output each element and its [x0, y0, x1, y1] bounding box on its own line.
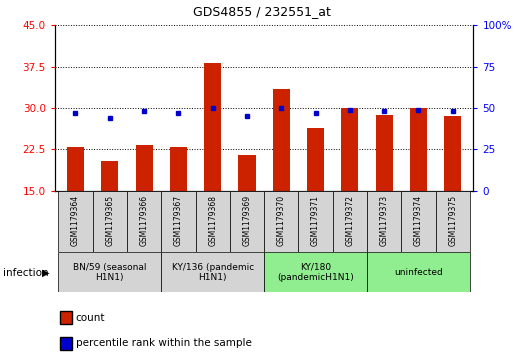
Bar	[170, 147, 187, 191]
Bar	[272, 89, 290, 191]
Text: ▶: ▶	[42, 268, 50, 278]
Text: BN/59 (seasonal
H1N1): BN/59 (seasonal H1N1)	[73, 262, 146, 282]
Bar	[333, 191, 367, 252]
Bar	[376, 115, 393, 191]
Bar	[401, 191, 436, 252]
Text: GSM1179373: GSM1179373	[380, 195, 389, 246]
Text: GDS4855 / 232551_at: GDS4855 / 232551_at	[192, 5, 331, 19]
Bar	[264, 252, 367, 292]
Bar	[367, 252, 470, 292]
Text: GSM1179368: GSM1179368	[208, 195, 217, 246]
Text: infection: infection	[3, 268, 48, 278]
Text: GSM1179366: GSM1179366	[140, 195, 149, 246]
Bar	[135, 146, 153, 191]
Text: uninfected: uninfected	[394, 268, 443, 277]
Text: GSM1179372: GSM1179372	[345, 195, 355, 246]
Text: GSM1179364: GSM1179364	[71, 195, 80, 246]
Bar	[127, 191, 161, 252]
Bar	[67, 147, 84, 191]
Bar	[101, 162, 118, 191]
Bar	[264, 191, 299, 252]
Bar	[196, 191, 230, 252]
Text: GSM1179371: GSM1179371	[311, 195, 320, 246]
Bar	[238, 155, 256, 191]
Bar	[230, 191, 264, 252]
Text: KY/136 (pandemic
H1N1): KY/136 (pandemic H1N1)	[172, 262, 254, 282]
Text: GSM1179367: GSM1179367	[174, 195, 183, 246]
Text: GSM1179365: GSM1179365	[105, 195, 115, 246]
Text: percentile rank within the sample: percentile rank within the sample	[76, 338, 252, 348]
Bar	[444, 116, 461, 191]
Text: GSM1179370: GSM1179370	[277, 195, 286, 246]
Text: KY/180
(pandemicH1N1): KY/180 (pandemicH1N1)	[277, 262, 354, 282]
Bar	[299, 191, 333, 252]
Text: GSM1179369: GSM1179369	[243, 195, 252, 246]
Bar	[93, 191, 127, 252]
Bar	[59, 252, 161, 292]
Bar	[204, 63, 221, 191]
Bar	[342, 108, 358, 191]
Text: count: count	[76, 313, 105, 323]
Bar	[161, 191, 196, 252]
Bar	[161, 252, 264, 292]
Bar	[367, 191, 401, 252]
Bar	[307, 128, 324, 191]
Bar	[436, 191, 470, 252]
Text: GSM1179375: GSM1179375	[448, 195, 457, 246]
Bar	[410, 108, 427, 191]
Text: GSM1179374: GSM1179374	[414, 195, 423, 246]
Bar	[59, 191, 93, 252]
